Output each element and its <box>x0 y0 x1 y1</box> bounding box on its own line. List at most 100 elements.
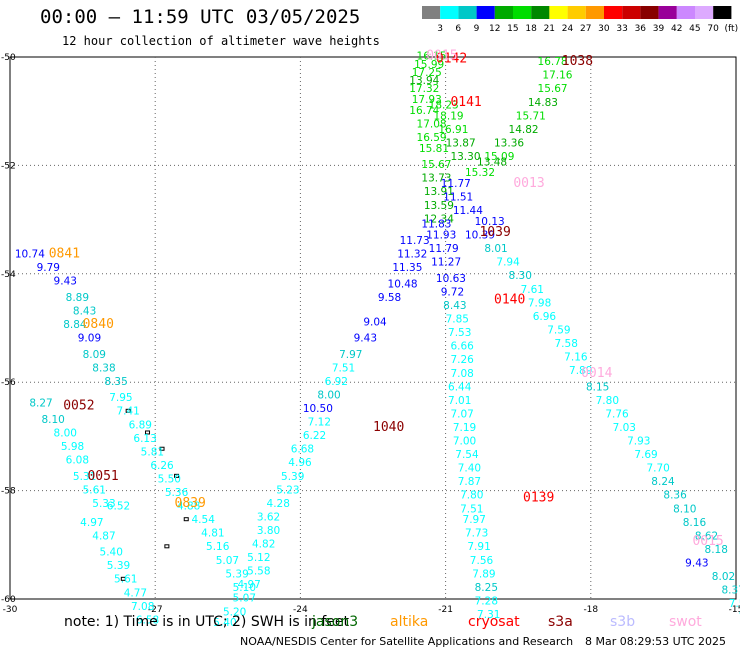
wave-height-label: 5.07 <box>233 593 256 605</box>
wave-height-label: 16.91 <box>438 124 468 136</box>
island-outline <box>174 473 180 478</box>
colorbar-label: 18 <box>525 24 537 34</box>
wave-height-label: 6.68 <box>291 444 314 456</box>
page-subtitle: 12 hour collection of altimeter wave hei… <box>62 34 380 48</box>
wave-height-label: 16.59 <box>417 132 447 144</box>
colorbar-label: 33 <box>616 24 627 34</box>
wave-height-label: 17.25 <box>412 67 442 79</box>
wave-height-label: 8.02 <box>712 571 735 583</box>
pass-time-label: 0015 <box>692 534 723 549</box>
colorbar-label: 6 <box>455 24 461 34</box>
lat-tick-label: -58 <box>1 487 16 497</box>
satellite-legend-s3a: s3a <box>548 614 573 630</box>
wave-height-label: 13.59 <box>424 200 454 212</box>
island-outline <box>183 517 189 522</box>
wave-height-label: 8.30 <box>509 270 532 282</box>
wave-height-label: 15.09 <box>484 151 514 163</box>
wave-height-label: 5.98 <box>61 441 84 453</box>
wave-height-label: 9.79 <box>37 262 60 274</box>
wave-height-label: 7.89 <box>569 365 592 377</box>
wave-height-label: 6.08 <box>66 455 89 467</box>
wave-height-label: 7.19 <box>453 422 476 434</box>
lon-tick-label: -27 <box>148 605 163 615</box>
wave-height-label: 8.43 <box>443 300 466 312</box>
wave-height-label: 7.00 <box>453 436 476 448</box>
wave-height-label: 5.39 <box>225 568 248 580</box>
wave-height-label: 8.00 <box>54 427 77 439</box>
wave-height-label: 7.61 <box>521 284 544 296</box>
wave-height-label: 11.51 <box>443 192 473 204</box>
pass-time-label: 1038 <box>562 54 593 69</box>
wave-height-label: 7.01 <box>448 395 471 407</box>
wave-height-label: 8.27 <box>29 398 52 410</box>
wave-height-label: 7.07 <box>450 408 473 420</box>
wave-height-label: 9.09 <box>78 333 101 345</box>
wave-height-label: 10.74 <box>15 249 45 261</box>
wave-height-label: 5.12 <box>247 552 270 564</box>
colorbar-label: 45 <box>689 24 700 34</box>
wave-height-label: 8.15 <box>586 381 609 393</box>
wave-height-label: 13.91 <box>424 186 454 198</box>
colorbar-swatch <box>567 6 586 19</box>
wave-height-label: 7.26 <box>450 354 474 366</box>
colorbar-swatch <box>658 6 677 19</box>
colorbar-swatch <box>640 6 659 19</box>
wave-height-label: 11.35 <box>392 262 422 274</box>
wave-height-label: 11.83 <box>421 219 451 231</box>
wave-height-label: 13.73 <box>421 173 451 185</box>
colorbar-swatch <box>604 6 623 19</box>
satellite-legend-swot: swot <box>669 614 702 630</box>
wave-height-label: 17.16 <box>542 70 572 82</box>
island-outline <box>164 544 170 549</box>
wave-height-label: 6.58 <box>136 614 159 626</box>
wave-height-label: 15.99 <box>414 59 444 71</box>
wave-height-label: 16.15 <box>417 51 447 63</box>
island-outline <box>159 446 165 451</box>
wave-height-label: 5.36 <box>165 487 189 499</box>
wave-height-label: 10.39 <box>465 230 495 242</box>
wave-height-label: 5.07 <box>216 555 239 567</box>
wave-height-label: 10.63 <box>436 273 466 285</box>
wave-height-label: 13.36 <box>494 137 524 149</box>
wave-height-label: 10.50 <box>303 403 333 415</box>
colorbar-label: 70 <box>707 24 719 34</box>
wave-height-label: 8.62 <box>695 530 718 542</box>
wave-height-label: 5.31 <box>73 471 96 483</box>
lon-tick-label: -15 <box>729 605 740 615</box>
colorbar-swatch <box>585 6 604 19</box>
colorbar-swatch <box>458 6 477 19</box>
wave-height-label: 7.70 <box>646 463 669 475</box>
wave-height-label: 6.52 <box>107 501 130 513</box>
wave-height-label: 10.48 <box>388 278 418 290</box>
wave-height-label: 5.40 <box>213 617 236 629</box>
wave-height-label: 9.43 <box>354 333 377 345</box>
colorbar-swatch <box>695 6 714 19</box>
wave-height-label: 7.51 <box>460 503 483 515</box>
wave-height-label: 4.28 <box>267 498 290 510</box>
wave-height-label: 15.32 <box>465 167 495 179</box>
wave-height-label: 4.81 <box>201 528 224 540</box>
wave-height-label: 5.50 <box>158 473 181 485</box>
pass-time-label: 1040 <box>373 420 404 435</box>
wave-height-label: 7.87 <box>458 476 481 488</box>
wave-height-label: 7.69 <box>634 449 657 461</box>
wave-height-label: 10.13 <box>475 216 505 228</box>
wave-height-label: 5.61 <box>114 574 137 586</box>
wave-height-label: 8.35 <box>104 376 127 388</box>
colorbar-swatch <box>476 6 495 19</box>
island-outline <box>120 576 126 581</box>
wave-height-label: 4.96 <box>288 457 312 469</box>
wave-height-label: 6.66 <box>450 341 474 353</box>
wave-height-label: 17.08 <box>417 118 447 130</box>
wave-height-label: 8.84 <box>63 319 87 331</box>
lon-tick-label: -18 <box>583 605 598 615</box>
lat-tick-label: -56 <box>1 378 16 388</box>
wave-height-label: 11.77 <box>441 178 471 190</box>
colorbar-swatch <box>494 6 513 19</box>
wave-height-label: 14.82 <box>509 124 539 136</box>
wave-height-label: 7.85 <box>446 314 469 326</box>
wave-height-label: 5.40 <box>100 547 123 559</box>
pass-time-label: 0052 <box>63 398 94 413</box>
colorbar-label: 24 <box>562 24 574 34</box>
wave-height-label: 9.58 <box>378 292 401 304</box>
